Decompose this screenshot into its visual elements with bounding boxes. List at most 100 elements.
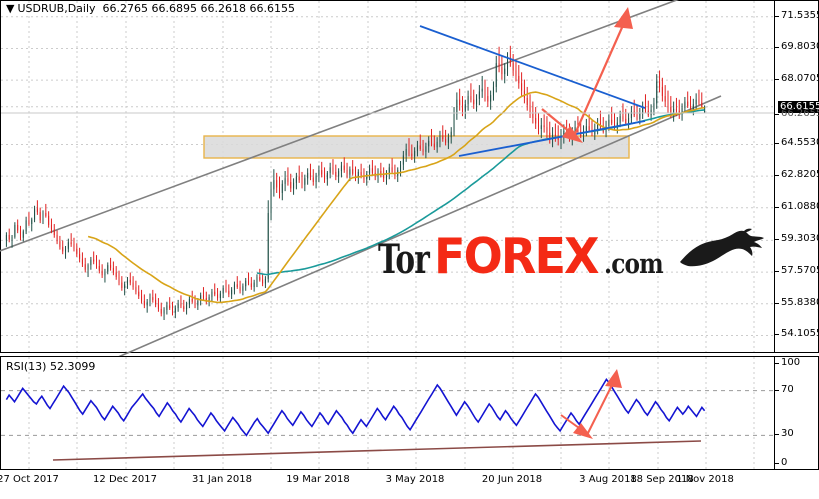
candle-body — [588, 126, 590, 130]
candle-body — [217, 294, 219, 299]
candle-body — [687, 101, 689, 107]
channel-lower-line — [108, 95, 722, 362]
candlestick-series — [5, 45, 706, 321]
candle-body — [574, 127, 576, 133]
arrow-up-shaft — [573, 22, 626, 135]
candle-body — [461, 105, 463, 111]
price-chart-panel[interactable] — [0, 0, 775, 362]
candle-body — [388, 167, 390, 173]
candle-body — [380, 171, 382, 175]
candle-body — [101, 270, 103, 276]
candle-body — [321, 170, 323, 175]
candle-body — [664, 96, 666, 102]
candle-body — [39, 212, 41, 221]
candle-body — [639, 113, 641, 119]
candle-body — [563, 130, 565, 137]
symbol-label: USDRUB,Daily — [17, 2, 96, 15]
candle-body — [143, 300, 145, 306]
candle-body — [346, 170, 348, 175]
candle-body — [515, 70, 517, 76]
candle-body — [405, 149, 407, 156]
candle-body — [385, 172, 387, 179]
candle-body — [81, 258, 83, 265]
date-axis-label: 27 Oct 2017 — [0, 474, 59, 485]
candle-body — [160, 309, 162, 314]
candle-body — [667, 101, 669, 108]
candle-body — [704, 106, 706, 113]
candle-body — [174, 308, 176, 313]
candle-body — [507, 57, 509, 69]
candle-body — [157, 304, 159, 310]
candle-body — [169, 305, 171, 309]
candle-body — [180, 303, 182, 307]
candle-body — [487, 96, 489, 102]
candle-body — [661, 86, 663, 97]
candle-body — [278, 187, 280, 193]
candle-body — [48, 215, 50, 225]
candle-body — [284, 178, 286, 184]
candle-body — [200, 295, 202, 301]
candle-body — [233, 284, 235, 290]
moving-average-teal-line — [256, 109, 705, 276]
candle-body — [273, 180, 275, 190]
candle-body — [250, 283, 252, 288]
candle-body — [535, 118, 537, 124]
candle-body — [87, 265, 89, 270]
candle-body — [188, 298, 190, 305]
candle-body — [552, 134, 554, 139]
candle-body — [659, 81, 661, 87]
candle-body — [301, 180, 303, 185]
candle-body — [416, 145, 418, 151]
candle-body — [62, 246, 64, 252]
candle-body — [104, 271, 106, 276]
candle-body — [670, 107, 672, 113]
rsi-axis[interactable]: 100 70 30 0 — [775, 356, 819, 470]
candle-body — [163, 309, 165, 314]
candle-body — [276, 180, 278, 188]
candle-body — [518, 75, 520, 84]
candle-body — [619, 116, 621, 123]
candle-body — [597, 123, 599, 129]
candle-body — [262, 279, 264, 284]
candle-body — [172, 308, 174, 313]
candle-body — [138, 291, 140, 297]
candle-body — [183, 306, 185, 310]
candle-body — [259, 277, 261, 280]
candle-body — [326, 172, 328, 180]
rsi-indicator-panel[interactable] — [0, 356, 775, 470]
candle-body — [34, 208, 36, 220]
candle-body — [112, 267, 114, 273]
candle-body — [450, 131, 452, 138]
candle-body — [540, 125, 542, 129]
candle-body — [19, 230, 21, 238]
date-axis-label: 18 Sep 2018 — [630, 474, 694, 485]
candle-body — [73, 244, 75, 249]
candle-body — [442, 135, 444, 140]
candle-body — [59, 241, 61, 247]
candle-body — [408, 149, 410, 154]
candle-body — [208, 297, 210, 302]
candle-body — [484, 88, 486, 97]
collapse-caret-icon[interactable]: ▼ — [6, 2, 15, 15]
candle-body — [656, 81, 658, 104]
candle-body — [186, 304, 188, 310]
candle-body — [166, 305, 168, 310]
candle-body — [509, 57, 511, 64]
candle-body — [608, 119, 610, 127]
price-axis[interactable]: 71.5355 69.8030 68.0705 66.6155 66.2655 64.55… — [775, 0, 819, 353]
candle-body — [456, 99, 458, 115]
candle-body — [478, 91, 480, 99]
candle-body — [554, 134, 556, 137]
candle-body — [585, 126, 587, 131]
candle-body — [445, 139, 447, 143]
candle-body — [194, 301, 196, 306]
candle-body — [242, 286, 244, 291]
candle-body — [110, 265, 112, 268]
candle-body — [349, 169, 351, 175]
candle-body — [5, 235, 7, 241]
candle-body — [17, 224, 19, 231]
wedge-upper-line — [419, 25, 646, 109]
candle-body — [360, 171, 362, 176]
candle-body — [529, 105, 531, 113]
candle-body — [419, 145, 421, 150]
